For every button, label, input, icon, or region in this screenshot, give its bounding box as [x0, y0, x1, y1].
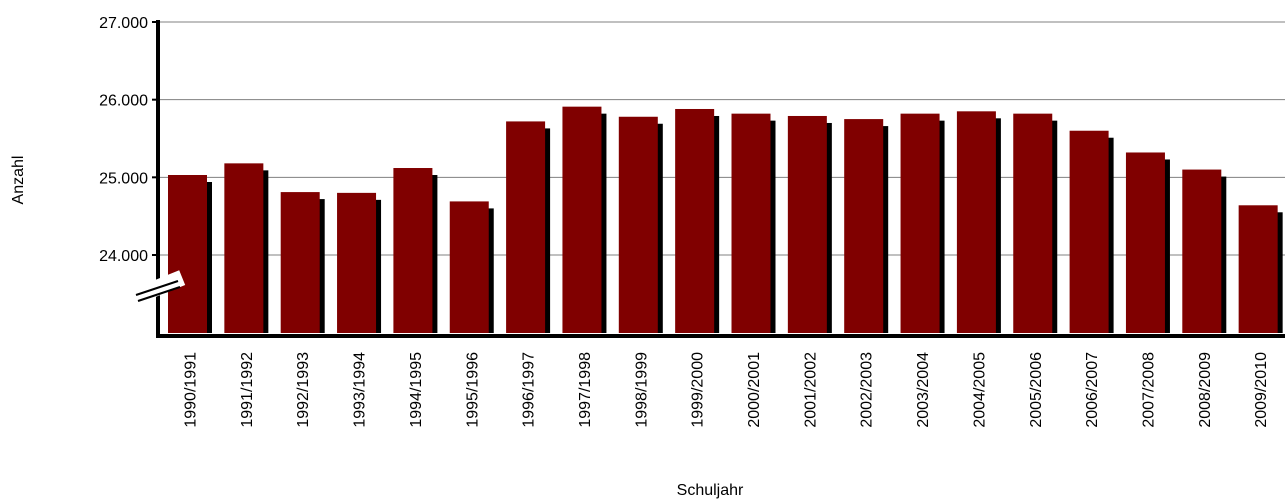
y-tick-label: 24.000 [99, 248, 148, 265]
x-tick-label: 2007/2008 [1140, 352, 1157, 428]
bar [675, 108, 715, 333]
x-tick-label: 2006/2007 [1084, 352, 1101, 428]
x-tick-label: 1998/1999 [633, 352, 650, 428]
bar [224, 163, 264, 333]
x-tick-label: 1997/1998 [577, 352, 594, 428]
bar [956, 111, 996, 333]
bar [844, 119, 884, 333]
bar [1013, 113, 1053, 333]
axis-break-mark [135, 280, 179, 296]
x-tick-label: 2001/2002 [802, 352, 819, 428]
x-axis-title: Schuljahr [677, 482, 744, 499]
x-tick-label: 1993/1994 [352, 352, 369, 428]
x-tick-label: 1996/1997 [521, 352, 538, 428]
y-tick-labels: 24.000 25.000 26.000 27.000 [99, 15, 148, 265]
bar [1125, 152, 1165, 333]
x-tick-label: 2004/2005 [971, 352, 988, 428]
bar [337, 192, 377, 333]
bar [506, 121, 546, 333]
x-tick-label: 2008/2009 [1197, 352, 1214, 428]
bar [618, 116, 658, 334]
axes [132, 20, 1285, 338]
x-tick-label: 2009/2010 [1253, 352, 1270, 428]
x-tick-label: 1990/1991 [183, 352, 200, 428]
y-tick-label: 25.000 [99, 170, 148, 187]
bar [731, 113, 771, 333]
x-tick-label: 2005/2006 [1028, 352, 1045, 428]
x-tick-label: 2003/2004 [915, 352, 932, 428]
y-tick-label: 27.000 [99, 15, 148, 32]
axis-break-mark [137, 286, 181, 302]
x-tick-label: 1992/1993 [295, 352, 312, 428]
bar [1182, 169, 1222, 333]
bar [562, 106, 602, 333]
bar [900, 113, 940, 333]
bar [393, 168, 433, 333]
y-axis-title: Anzahl [10, 156, 27, 205]
bar [168, 175, 207, 333]
gridlines [158, 21, 1285, 256]
bar [787, 115, 827, 333]
bars-group [168, 106, 1283, 334]
x-tick-label: 1994/1995 [408, 352, 425, 428]
x-tick-label: 2000/2001 [746, 352, 763, 428]
x-tick-labels: 1990/1991 1991/1992 1992/1993 1993/1994 1994… [183, 352, 1271, 428]
x-tick-label: 2002/2003 [859, 352, 876, 428]
y-tick-label: 26.000 [99, 93, 148, 110]
bar [280, 192, 320, 333]
x-tick-label: 1999/2000 [690, 352, 707, 428]
bar [449, 201, 489, 333]
bar [1069, 130, 1109, 333]
x-tick-label: 1991/1992 [239, 352, 256, 428]
x-tick-label: 1995/1996 [464, 352, 481, 428]
bar [1238, 205, 1278, 333]
